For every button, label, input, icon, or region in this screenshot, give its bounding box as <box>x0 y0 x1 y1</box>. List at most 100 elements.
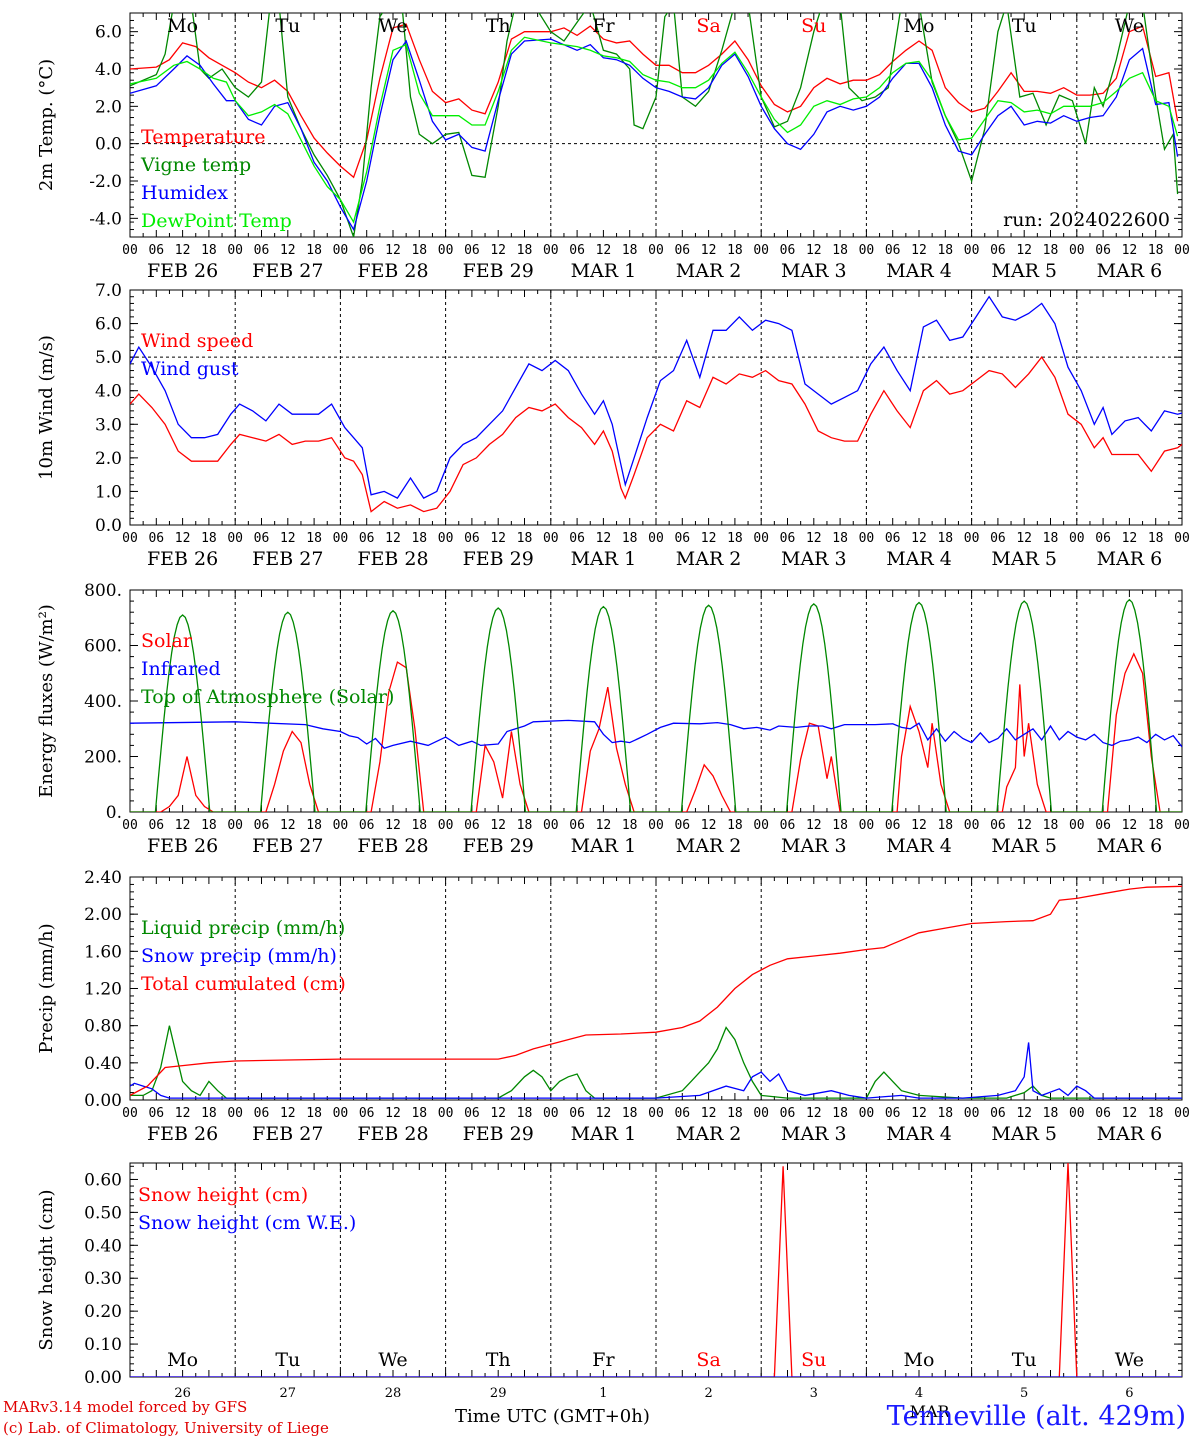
panel-1 <box>129 12 1183 238</box>
y-tick-label: 0.20 <box>84 1302 122 1322</box>
weekday-label: Tu <box>1012 1349 1037 1371</box>
weekday-label: Su <box>801 1349 826 1371</box>
series-wind-speed <box>130 355 1182 513</box>
hour-tick-label: 18 <box>622 818 638 833</box>
hour-tick-label: 12 <box>701 531 717 546</box>
series-vigne-temp <box>130 13 1179 237</box>
day-number-label: 26 <box>174 1386 191 1401</box>
hour-tick-label: 12 <box>1122 531 1138 546</box>
hour-tick-label: 12 <box>385 818 401 833</box>
series-solar <box>130 652 1182 812</box>
series-top-of-atmosphere-solar <box>130 598 1182 812</box>
weekday-label: Mo <box>167 1349 198 1371</box>
date-label: MAR 2 <box>676 835 742 857</box>
hour-tick-label: 12 <box>490 243 506 258</box>
day-number-label: 1 <box>599 1386 607 1401</box>
y-tick-label: -4.0 <box>89 209 122 229</box>
hour-tick-label: 00 <box>333 243 349 258</box>
date-label: FEB 26 <box>147 260 218 282</box>
date-label: FEB 28 <box>357 548 428 570</box>
hour-tick-label: 06 <box>464 531 480 546</box>
date-label: MAR 1 <box>571 260 637 282</box>
weekday-label: We <box>378 1349 407 1371</box>
hour-tick-label: 18 <box>1043 1106 1059 1121</box>
y-tick-label: 600. <box>84 637 122 657</box>
hour-tick-label: 06 <box>885 531 901 546</box>
series-total-cumulated-cm <box>130 885 1182 1096</box>
series-dewpoint-temp <box>130 36 1179 224</box>
hour-tick-label: 06 <box>1095 243 1111 258</box>
y-tick-label: 7.0 <box>95 281 122 301</box>
date-label: MAR 3 <box>781 1123 847 1145</box>
day-number-label: 28 <box>385 1386 402 1401</box>
hour-tick-label: 06 <box>464 1106 480 1121</box>
y-axis-label: Snow height (cm) <box>36 1189 57 1350</box>
legend-entry: Temperature <box>141 126 265 148</box>
y-tick-label: 2.0 <box>95 97 122 117</box>
date-label: MAR 4 <box>886 548 952 570</box>
y-tick-label: 0.50 <box>84 1203 122 1223</box>
date-label: FEB 29 <box>463 1123 534 1145</box>
y-tick-label: 3.0 <box>95 415 122 435</box>
hour-tick-label: 00 <box>122 818 138 833</box>
hour-tick-label: 00 <box>1069 243 1085 258</box>
hour-tick-label: 00 <box>753 1106 769 1121</box>
month-label: MAR <box>910 1402 951 1421</box>
hour-tick-label: 12 <box>280 818 296 833</box>
hour-tick-label: 06 <box>464 243 480 258</box>
hour-tick-label: 06 <box>674 1106 690 1121</box>
weekday-label: We <box>378 15 407 37</box>
hour-tick-label: 12 <box>175 1106 191 1121</box>
legend-entry: Infrared <box>141 658 221 680</box>
hour-tick-label: 00 <box>333 818 349 833</box>
hour-tick-label: 00 <box>964 818 980 833</box>
date-label: MAR 1 <box>571 548 637 570</box>
y-tick-label: 0.00 <box>84 1368 122 1388</box>
hour-tick-label: 12 <box>1016 818 1032 833</box>
hour-tick-label: 18 <box>622 243 638 258</box>
hour-tick-label: 18 <box>832 243 848 258</box>
date-label: MAR 4 <box>886 260 952 282</box>
day-number-label: 4 <box>915 1386 923 1401</box>
hour-tick-label: 18 <box>727 531 743 546</box>
hour-tick-label: 00 <box>438 818 454 833</box>
hour-tick-label: 12 <box>701 1106 717 1121</box>
date-label: MAR 3 <box>781 548 847 570</box>
y-tick-label: 2.00 <box>84 905 122 925</box>
hour-tick-label: 06 <box>674 531 690 546</box>
hour-tick-label: 06 <box>148 243 164 258</box>
hour-tick-label: 18 <box>1043 531 1059 546</box>
legend-entry: Snow height (cm W.E.) <box>138 1212 356 1234</box>
y-tick-label: 0. <box>106 803 122 823</box>
weekday-label: Mo <box>904 1349 935 1371</box>
hour-tick-label: 00 <box>1174 531 1190 546</box>
date-label: FEB 28 <box>357 1123 428 1145</box>
weekday-label: Tu <box>275 1349 300 1371</box>
hour-tick-label: 06 <box>780 818 796 833</box>
hour-tick-label: 18 <box>411 1106 427 1121</box>
hour-tick-label: 18 <box>517 818 533 833</box>
hour-tick-label: 18 <box>1148 1106 1164 1121</box>
hour-tick-label: 06 <box>885 818 901 833</box>
hour-tick-label: 12 <box>280 531 296 546</box>
hour-tick-label: 00 <box>859 1106 875 1121</box>
hour-tick-label: 12 <box>175 818 191 833</box>
hour-tick-label: 12 <box>385 531 401 546</box>
hour-tick-label: 00 <box>964 531 980 546</box>
date-label: MAR 1 <box>571 835 637 857</box>
hour-tick-label: 18 <box>201 1106 217 1121</box>
hour-tick-label: 18 <box>1043 243 1059 258</box>
panel-3 <box>129 589 1183 813</box>
legend-entry: Snow precip (mm/h) <box>141 945 337 967</box>
hour-tick-label: 06 <box>1095 531 1111 546</box>
hour-tick-label: 06 <box>359 818 375 833</box>
hour-tick-label: 18 <box>1043 818 1059 833</box>
hour-tick-label: 18 <box>1148 531 1164 546</box>
y-tick-label: -2.0 <box>89 172 122 192</box>
weekday-label: Sa <box>696 15 720 37</box>
y-tick-label: 0.80 <box>84 1017 122 1037</box>
weekday-label: Th <box>486 15 511 37</box>
hour-tick-label: 12 <box>806 243 822 258</box>
hour-tick-label: 06 <box>780 1106 796 1121</box>
y-tick-label: 0.60 <box>84 1170 122 1190</box>
